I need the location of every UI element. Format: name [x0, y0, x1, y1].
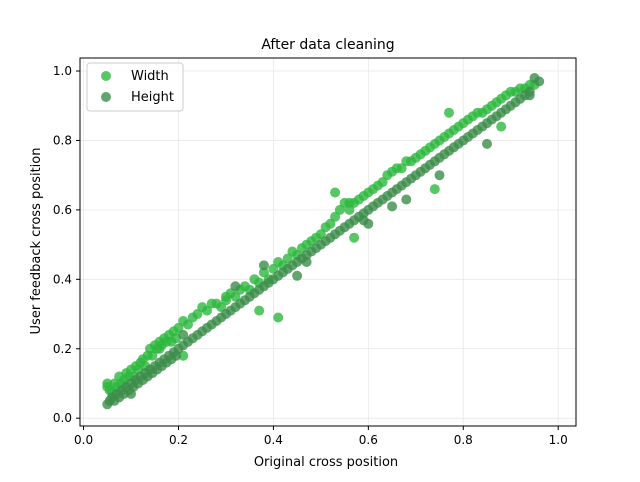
data-point-height — [301, 257, 312, 267]
data-point-height — [524, 90, 535, 101]
data-point-width — [444, 107, 454, 118]
x-axis-label: Original cross position — [254, 455, 398, 470]
data-point-width — [429, 184, 440, 195]
y-tick-label: 0.8 — [53, 133, 72, 147]
plot-frame — [79, 57, 577, 427]
data-point-width — [273, 312, 284, 323]
data-point-width — [496, 121, 507, 132]
data-point-width — [344, 204, 355, 215]
data-point-height — [230, 281, 241, 292]
x-tick-label: 0.2 — [169, 433, 188, 447]
plot-points — [102, 73, 545, 410]
data-point-height — [534, 76, 545, 87]
data-point-width — [183, 319, 193, 330]
data-point-height — [126, 388, 136, 399]
legend-label-width: Width — [131, 69, 169, 84]
data-point-width — [349, 232, 360, 243]
chart-title: After data cleaning — [261, 37, 394, 53]
x-tick-label: 0.4 — [264, 433, 283, 447]
data-point-width — [254, 305, 265, 316]
x-tick-label: 0.6 — [359, 433, 378, 447]
legend-marker-height — [101, 92, 111, 102]
data-point-height — [178, 329, 189, 340]
y-axis-ticks: 0.0 0.2 0.4 0.6 0.8 1.0 — [53, 64, 80, 425]
y-tick-label: 0.6 — [53, 203, 72, 217]
data-point-width — [325, 218, 336, 229]
data-point-width — [221, 291, 231, 302]
data-point-height — [482, 138, 492, 149]
data-point-width — [202, 305, 212, 316]
legend-label-height: Height — [131, 90, 174, 105]
x-tick-label: 0.0 — [74, 433, 93, 447]
data-point-width — [334, 204, 345, 215]
legend: Width Height — [86, 62, 184, 112]
data-point-height — [434, 170, 445, 181]
y-axis-label: User feedback cross position — [29, 148, 44, 335]
x-tick-label: 0.8 — [454, 433, 473, 447]
legend-box — [86, 62, 184, 112]
data-point-width — [344, 197, 355, 208]
data-point-height — [363, 218, 374, 229]
data-point-height — [401, 194, 412, 205]
y-tick-label: 1.0 — [53, 64, 72, 78]
y-tick-label: 0.0 — [53, 411, 72, 425]
data-point-height — [258, 260, 269, 271]
x-axis-ticks: 0.0 0.2 0.4 0.6 0.8 1.0 — [74, 426, 568, 447]
data-point-width — [154, 343, 165, 354]
y-tick-label: 0.2 — [53, 342, 72, 356]
data-point-height — [387, 201, 398, 212]
x-tick-label: 1.0 — [549, 433, 568, 447]
y-tick-label: 0.4 — [53, 272, 72, 286]
legend-marker-width — [101, 71, 111, 81]
data-point-height — [292, 270, 303, 281]
data-point-width — [330, 187, 341, 198]
